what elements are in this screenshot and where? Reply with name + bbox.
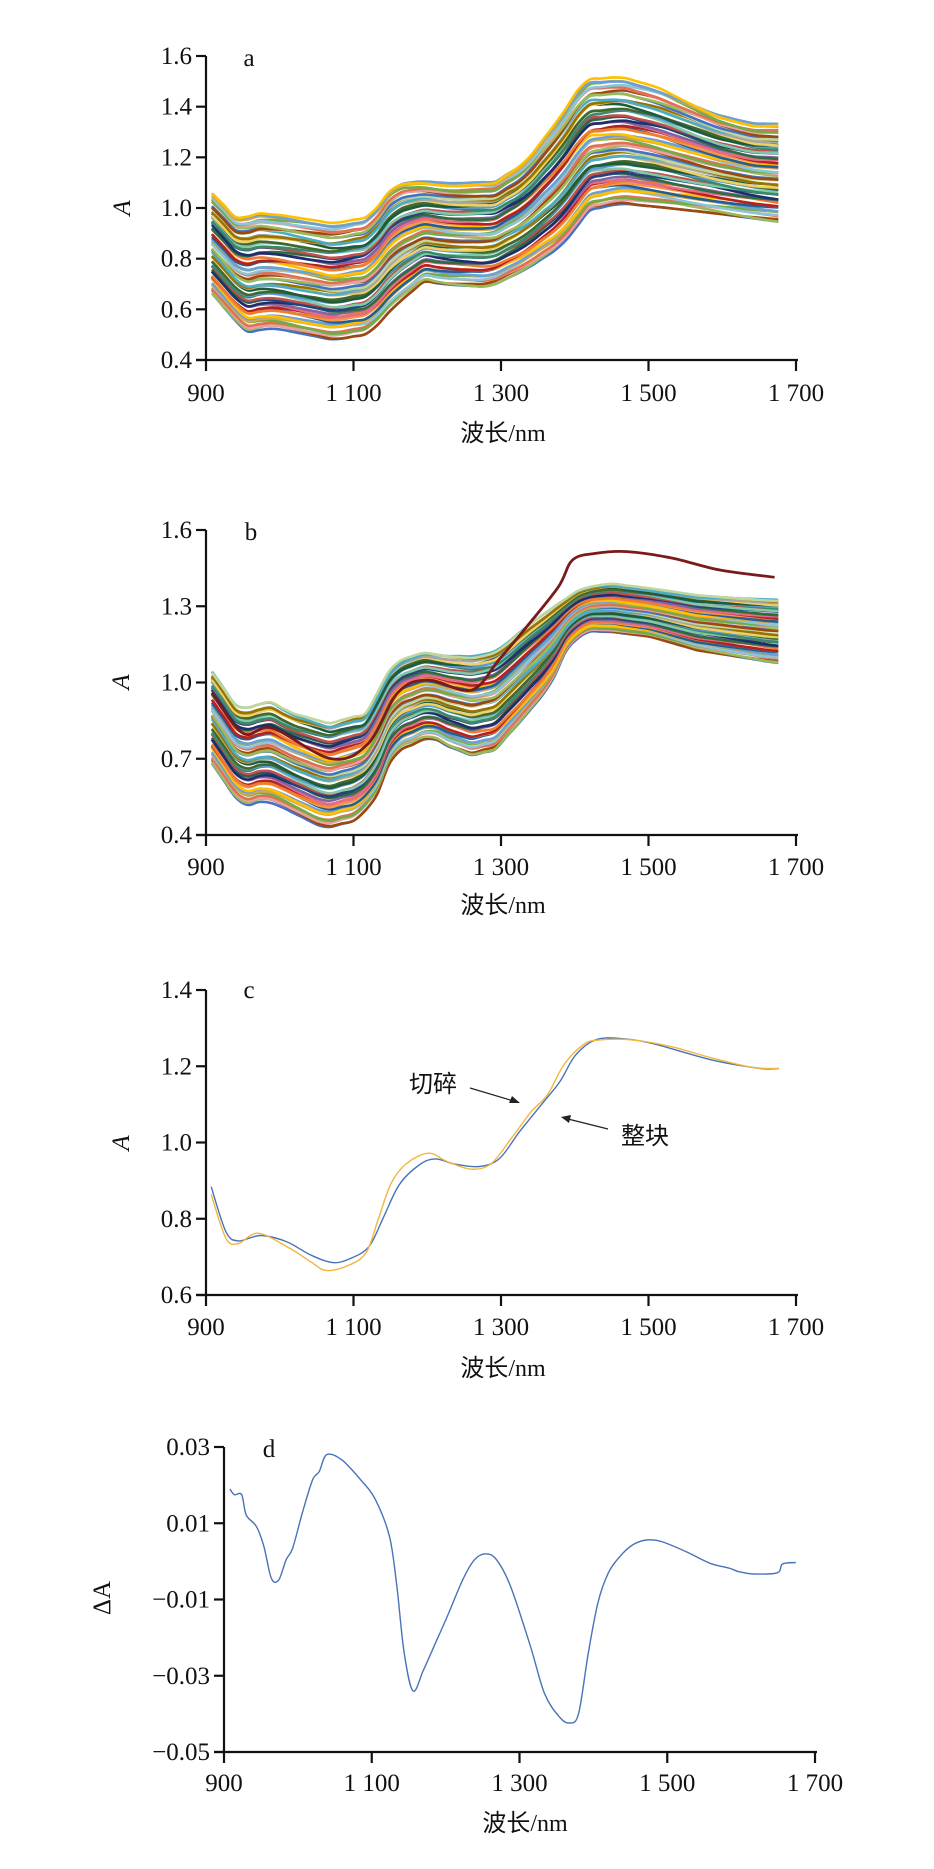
panel-d-series [229,1453,796,1724]
annotation-whole-arrow [561,1115,609,1130]
panel-b-x-tick-label: 1 500 [620,854,676,881]
panel-c-x-tick-label: 1 100 [325,1314,381,1341]
panel-d-x-tick-label: 900 [205,1770,243,1797]
panel-c: 0.6 0.8 1.0 1.2 1.4 900 1 100 1 300 1 500 1 700 c… [108,977,824,1382]
panel-a-y-tick-label: 1.2 [161,144,192,171]
panel-b-spectrum-line [210,614,779,795]
panel-d-y-axis-title: ΔA [89,1581,116,1615]
panel-d-x-tick-label: 1 300 [491,1770,547,1797]
panel-d-y-tick-label: −0.05 [152,1739,210,1766]
panel-a-y-axis-title: A [109,200,136,218]
annotation-whole: 整块 [621,1123,669,1150]
panel-a-x-axis-title: 波长/nm [460,420,546,447]
panel-d-x-tick-label: 1 700 [787,1770,843,1797]
panel-a-x-tick-label: 1 100 [325,380,381,407]
panel-c-series [210,1037,780,1272]
panel-a-axes: 0.4 0.6 0.8 1.0 1.2 1.4 1.6 900 1 100 1 300 1 500 1… [161,43,824,407]
panel-d-y-tick-label: 0.03 [166,1434,210,1461]
panel-a-x-tick-label: 1 300 [473,380,529,407]
panel-c-axes: 0.6 0.8 1.0 1.2 1.4 900 1 100 1 300 1 500 1 700 [161,977,824,1341]
panel-b-y-tick-label: 0.4 [161,822,193,849]
panel-a-y-tick-label: 1.6 [161,43,192,70]
panel-a-x-tick-label: 1 500 [620,380,676,407]
panel-b-x-tick-label: 1 100 [325,854,381,881]
panel-b-y-tick-label: 1.0 [161,670,192,697]
panel-b-outlier-spectrum-line [210,549,775,761]
panel-c-y-tick-label: 1.0 [161,1130,192,1157]
panel-c-x-tick-label: 1 700 [768,1314,824,1341]
panel-b-series [210,549,779,829]
panel-c-x-tick-label: 1 300 [473,1314,529,1341]
panel-b-x-tick-label: 1 700 [768,854,824,881]
panel-c-y-tick-label: 0.8 [161,1206,192,1233]
panel-c-y-tick-label: 0.6 [161,1282,192,1309]
panel-d-axes: −0.05 −0.03 −0.01 0.01 0.03 900 1 100 1 300 1 50… [152,1434,843,1797]
panel-b-x-tick-label: 900 [187,854,225,881]
panel-b-letter: b [245,519,258,546]
panel-d-x-tick-label: 1 500 [639,1770,695,1797]
panel-a-x-tick-label: 900 [187,380,225,407]
panel-a-series [210,76,779,341]
panel-d-series-line-0 [229,1453,796,1724]
annotation-chopped: 切碎 [409,1071,457,1098]
panel-d-y-tick-label: 0.01 [166,1510,210,1537]
panel-a-plot: 0.4 0.6 0.8 1.0 1.2 1.4 1.6 900 1 100 1 300 1 500 1… [161,43,824,407]
panel-a-letter: a [243,45,254,72]
panel-b-plot: 0.4 0.7 1.0 1.3 1.6 900 1 100 1 300 1 500 1 700 [161,517,824,881]
panel-a-y-tick-label: 0.8 [161,246,192,273]
panel-d-x-axis-title: 波长/nm [482,1810,568,1837]
panel-a-y-tick-label: 0.6 [161,296,192,323]
panel-d-plot: −0.05 −0.03 −0.01 0.01 0.03 900 1 100 1 300 1 50… [152,1434,843,1797]
panel-a-x-tick-label: 1 700 [768,380,824,407]
panel-d-y-tick-label: −0.03 [152,1663,210,1690]
panel-d-letter: d [263,1436,276,1463]
panel-d-y-tick-label: −0.01 [152,1587,210,1614]
panel-c-y-axis-title: A [108,1135,135,1153]
annotation-chopped-arrow [469,1087,520,1103]
panel-b-y-tick-label: 1.6 [161,517,192,544]
panel-b: 0.4 0.7 1.0 1.3 1.6 900 1 100 1 300 1 500 1 700 b… [108,517,824,919]
panel-c-x-axis-title: 波长/nm [460,1355,546,1382]
panel-d-x-tick-label: 1 100 [344,1770,400,1797]
panel-b-x-axis-title: 波长/nm [460,892,546,919]
panel-c-y-tick-label: 1.2 [161,1053,192,1080]
panel-d: −0.05 −0.03 −0.01 0.01 0.03 900 1 100 1 300 1 50… [89,1434,843,1837]
panel-b-axes: 0.4 0.7 1.0 1.3 1.6 900 1 100 1 300 1 500 1 700 [161,517,824,881]
panel-b-y-tick-label: 0.7 [161,746,192,773]
panel-b-x-tick-label: 1 300 [473,854,529,881]
panel-c-y-tick-label: 1.4 [161,977,193,1004]
panel-a-y-tick-label: 1.4 [161,94,193,121]
panel-b-y-tick-label: 1.3 [161,593,192,620]
panel-c-letter: c [243,977,254,1004]
panel-a: 0.4 0.6 0.8 1.0 1.2 1.4 1.6 900 1 100 1 300 1 500 1… [109,43,824,447]
panel-c-series-line-1 [210,1038,780,1272]
panel-a-y-tick-label: 0.4 [161,347,193,374]
panel-b-y-axis-title: A [108,674,135,692]
panel-c-x-tick-label: 1 500 [620,1314,676,1341]
panel-c-x-tick-label: 900 [187,1314,225,1341]
panel-a-y-tick-label: 1.0 [161,195,192,222]
panel-a-spectrum-line [211,76,779,225]
panel-b-spectrum-line [210,582,779,725]
panel-c-plot: 0.6 0.8 1.0 1.2 1.4 900 1 100 1 300 1 500 1 700 [161,977,824,1341]
